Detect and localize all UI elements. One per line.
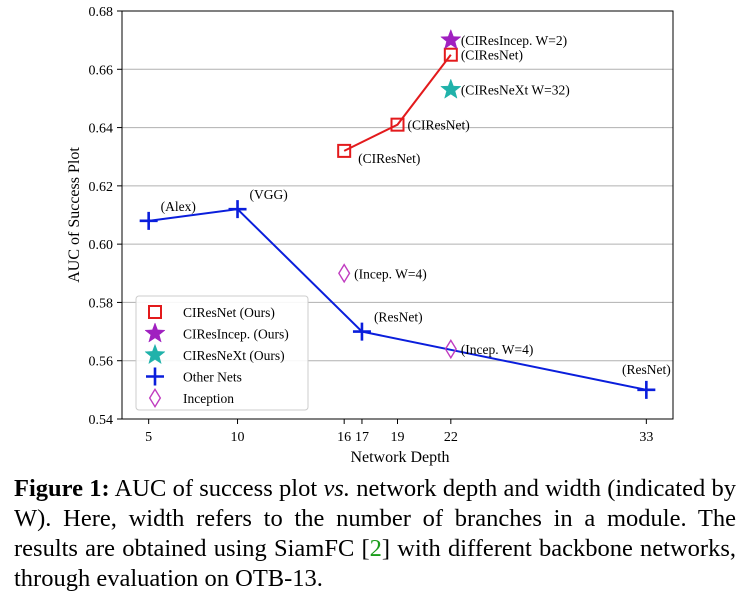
point-label: (CIResNet) [358, 151, 420, 166]
y-tick-label: 0.66 [89, 63, 114, 78]
legend-label-next: CIResNeXt (Ours) [183, 348, 285, 363]
caption-text-3: with different backbone networks, throug… [14, 535, 736, 592]
cir-point-marker [390, 117, 405, 132]
x-tick-label: 16 [337, 430, 351, 445]
x-tick-label: 19 [391, 430, 405, 445]
legend: CIResNet (Ours) CIResIncep. (Ours) CIResNe… [135, 295, 309, 411]
y-tick-label: 0.64 [89, 122, 114, 137]
chart: (CIResNet)(CIResNet)(CIResNet)(CIResInce… [66, 5, 674, 466]
legend-marker-next [144, 343, 166, 365]
figure-caption: Figure 1: AUC of success plot vs. networ… [14, 474, 736, 594]
point-label: (ResNet) [622, 362, 671, 377]
caption-vs: vs. [323, 475, 350, 502]
legend-label-other: Other Nets [183, 370, 242, 385]
legend-marker-other [146, 367, 164, 386]
caption-label: Figure 1: [14, 475, 110, 502]
legend-label-cir: CIResNet (Ours) [183, 305, 275, 320]
data-markers [139, 28, 656, 399]
y-tick-label: 0.54 [89, 413, 114, 428]
x-tick-label: 17 [355, 430, 369, 445]
legend-marker-inception [148, 387, 162, 409]
x-axis-label: Network Depth [350, 449, 449, 466]
inception-point-marker [444, 339, 457, 360]
legend-label-incep: CIResIncep. (Ours) [183, 327, 289, 342]
y-axis-label: AUC of Success Plot [66, 147, 83, 283]
y-tick-label: 0.58 [89, 296, 114, 311]
legend-marker-cir [148, 305, 162, 319]
point-label: (CIResNet) [461, 48, 523, 63]
x-tick-label: 22 [444, 430, 458, 445]
caption-text-1: AUC of success plot [109, 475, 324, 502]
point-label: (Alex) [161, 199, 196, 214]
point-label: (Incep. W=4) [354, 266, 427, 281]
y-tick-label: 0.60 [89, 238, 114, 253]
x-tick-label: 33 [639, 430, 653, 445]
citation-close: ] [381, 535, 391, 562]
other-point-marker [352, 322, 371, 341]
point-labels: (CIResNet)(CIResNet)(CIResNet)(CIResInce… [161, 33, 671, 377]
y-tick-label: 0.62 [89, 180, 114, 195]
citation-open: [ [361, 535, 370, 562]
cir-point-marker [337, 143, 352, 158]
next-point-marker [440, 78, 462, 99]
cir-point-marker [443, 47, 458, 62]
point-label: (VGG) [250, 187, 288, 202]
point-label: (Incep. W=4) [461, 342, 534, 357]
x-tick-label: 5 [145, 430, 152, 445]
x-tick-label: 10 [231, 430, 245, 445]
y-axis-ticks: 0.54 0.56 0.58 0.60 0.62 0.64 0.66 0.68 [89, 5, 122, 428]
cir-series-line [343, 54, 452, 152]
x-axis-ticks: 5 10 16 17 19 22 33 [145, 419, 653, 445]
other-point-marker [637, 380, 656, 399]
legend-items: CIResNet (Ours) CIResIncep. (Ours) CIResNe… [144, 305, 289, 409]
y-tick-label: 0.68 [89, 5, 114, 20]
other-point-marker [228, 200, 247, 219]
y-tick-label: 0.56 [89, 355, 114, 370]
citation-link[interactable]: 2 [369, 535, 382, 562]
legend-box [135, 295, 309, 411]
series-lines [148, 54, 647, 391]
other-point-marker [139, 211, 158, 230]
caption-text-2: network depth and width (indicated by W)… [14, 475, 737, 562]
legend-marker-incep [144, 322, 166, 343]
other-series-line [148, 208, 647, 391]
point-label: (CIResIncep. W=2) [461, 33, 567, 48]
inception-point-marker [338, 263, 351, 284]
point-label: (ResNet) [374, 310, 423, 325]
point-label: (CIResNeXt W=32) [461, 83, 570, 98]
incep-point-marker [440, 28, 462, 50]
legend-label-inception: Inception [183, 391, 234, 406]
point-label: (CIResNet) [408, 118, 470, 133]
